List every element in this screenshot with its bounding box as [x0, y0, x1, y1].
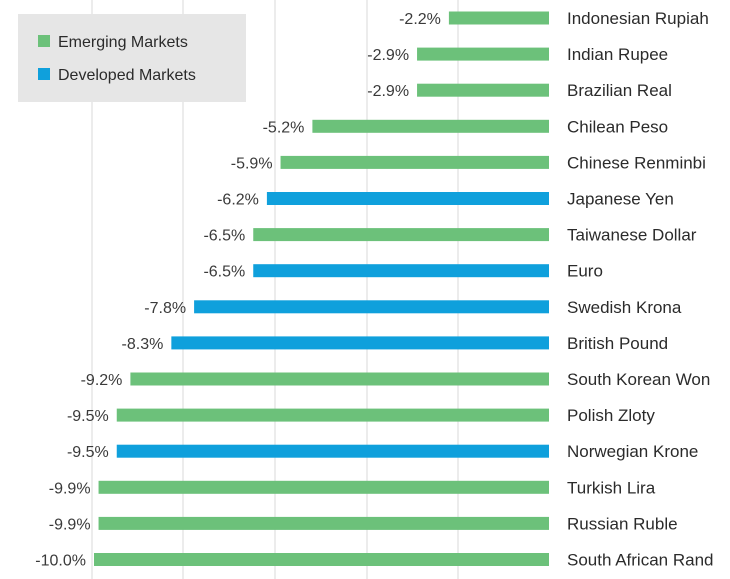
legend-swatch-developed [38, 68, 50, 80]
category-label: South African Rand [567, 551, 713, 570]
bar [312, 119, 549, 133]
bar-value-label: -9.9% [49, 480, 91, 497]
category-label: South Korean Won [567, 370, 710, 389]
bar-value-label: -9.5% [67, 408, 109, 425]
legend: Emerging Markets Developed Markets [18, 14, 246, 102]
legend-label-emerging: Emerging Markets [58, 34, 188, 51]
bar [194, 300, 549, 314]
legend-swatch-emerging [38, 35, 50, 47]
bar-value-label: -5.2% [263, 119, 305, 136]
category-label: Taiwanese Dollar [567, 226, 697, 245]
bar [94, 553, 549, 566]
bar-value-label: -6.2% [217, 192, 259, 209]
bar [171, 336, 549, 350]
bar [253, 228, 549, 242]
legend-background [18, 14, 246, 102]
category-label: British Pound [567, 334, 668, 353]
category-label: Indonesian Rupiah [567, 9, 709, 28]
bar-value-label: -6.5% [203, 264, 245, 281]
category-label: Russian Ruble [567, 514, 678, 533]
value-labels: -2.2% -2.9% -2.9% -5.2% -5.9% -6.2% -6.5% -6.5%… [35, 11, 441, 570]
category-label: Japanese Yen [567, 190, 674, 209]
bar [98, 480, 550, 494]
category-label: Turkish Lira [567, 478, 656, 497]
bar-value-label: -10.0% [35, 553, 86, 570]
category-labels: Indonesian Rupiah Indian Rupee Brazilian R… [567, 9, 713, 570]
bar [116, 444, 549, 458]
bar-value-label: -8.3% [122, 336, 164, 353]
category-label: Norwegian Krone [567, 442, 698, 461]
bar [266, 192, 549, 205]
category-label: Indian Rupee [567, 45, 668, 64]
bar [280, 155, 549, 169]
bar-value-label: -9.9% [49, 516, 91, 533]
category-label: Polish Zloty [567, 406, 655, 425]
category-label: Euro [567, 262, 603, 281]
bars [94, 11, 550, 566]
bar [130, 372, 549, 386]
bar-value-label: -2.9% [367, 83, 409, 100]
category-label: Chilean Peso [567, 117, 668, 136]
category-label: Chinese Renminbi [567, 153, 706, 172]
bar-value-label: -7.8% [144, 300, 186, 317]
bar-value-label: -2.9% [367, 47, 409, 64]
legend-label-developed: Developed Markets [58, 67, 196, 84]
bar [448, 11, 549, 25]
bar [417, 83, 549, 97]
bar-value-label: -9.5% [67, 444, 109, 461]
bar-value-label: -5.9% [231, 155, 273, 172]
category-label: Swedish Krona [567, 298, 682, 317]
bar-value-label: -9.2% [81, 372, 123, 389]
bar-value-label: -6.5% [203, 228, 245, 245]
bar [253, 264, 549, 278]
bar [98, 516, 550, 530]
bar [116, 408, 549, 422]
category-label: Brazilian Real [567, 81, 672, 100]
bar-value-label: -2.2% [399, 11, 441, 28]
bar [417, 47, 549, 61]
